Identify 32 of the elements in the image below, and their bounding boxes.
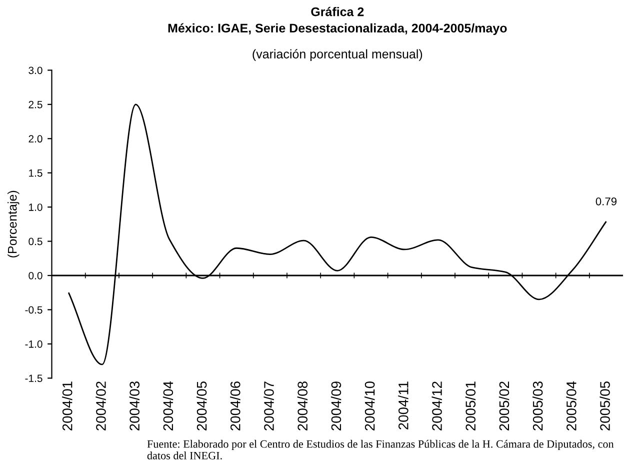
annotation: 0.79	[596, 197, 617, 206]
x-tick-label: 2004/01	[62, 382, 72, 430]
y-tick-label: 2.5	[28, 100, 42, 108]
x-tick-label: 2004/05	[196, 382, 207, 430]
y-axis-title: (Porcentaje)	[8, 190, 20, 258]
x-tick-label: 2004/07	[264, 382, 274, 430]
x-tick-label: 2005/02	[498, 382, 510, 430]
x-tick-label: 2004/08	[297, 382, 308, 430]
x-tick-label: 2005/04	[566, 381, 576, 430]
chart-subtitle: (variación porcentual mensual)	[252, 49, 422, 61]
y-tick-label: 1.0	[29, 204, 42, 211]
x-tick-label: 2005/01	[465, 382, 476, 430]
y-tick-label: 0.0	[28, 272, 42, 280]
x-tick-label: 2004/11	[398, 382, 408, 430]
y-tick-label: -1.0	[25, 340, 42, 348]
x-tick-label: 2005/03	[532, 382, 543, 430]
y-tick-label: -0.5	[25, 306, 42, 314]
x-tick-label: 2004/03	[129, 382, 140, 430]
x-tick-label: 2004/06	[230, 382, 240, 430]
y-tick-label: 1.5	[29, 169, 42, 177]
source-note: Fuente: Elaborado por el Centro de Estudios de las Finanzas Públicas de la H. Cámara de Diputados, con datos del INEGI.	[147, 440, 614, 460]
chart-title: Gráfica 2 México: IGAE, Serie Desestacionalizada, 2004-2005/mayo	[168, 6, 507, 36]
x-tick-label: 2004/04	[162, 381, 174, 430]
y-tick-label: -1.5	[25, 374, 42, 382]
x-tick-label: 2004/09	[330, 382, 342, 430]
y-tick-label: 0.5	[28, 238, 42, 246]
y-tick-label: 2.0	[28, 135, 42, 143]
x-tick-label: 2005/05	[600, 382, 610, 430]
x-tick-label: 2004/10	[364, 381, 375, 430]
x-tick-label: 2004/12	[432, 382, 442, 430]
y-tick-label: 3.0	[28, 66, 42, 74]
x-tick-label: 2004/02	[96, 382, 106, 430]
